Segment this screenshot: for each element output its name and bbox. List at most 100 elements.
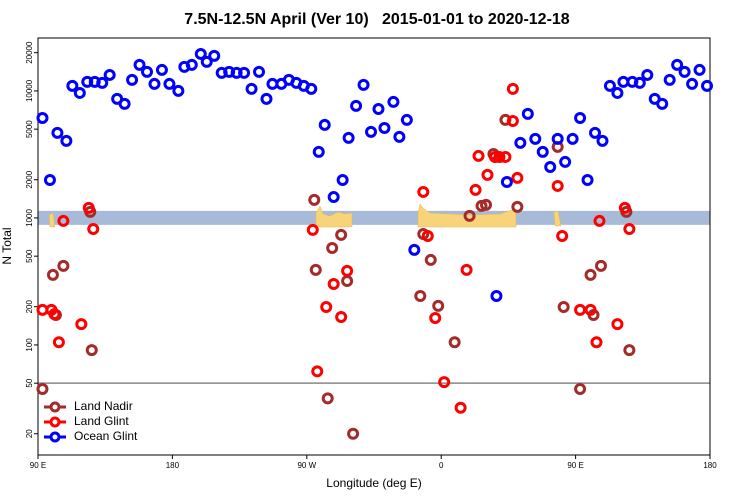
point (521, 107, 534, 120)
point (327, 277, 340, 290)
point (312, 145, 325, 158)
point (417, 185, 430, 198)
point (611, 86, 624, 99)
point (141, 65, 154, 78)
y-tick-label: 2000 (25, 170, 34, 188)
point (260, 92, 273, 105)
point (393, 130, 406, 143)
point (253, 65, 266, 78)
plot-frame (37, 37, 711, 456)
point (529, 132, 542, 145)
x-tick-label: 90 E (567, 461, 583, 470)
point (57, 214, 70, 227)
point (511, 171, 524, 184)
point (693, 63, 706, 76)
point (506, 82, 519, 95)
point (133, 58, 146, 71)
legend-marker (49, 401, 61, 413)
point (311, 365, 324, 378)
point (566, 132, 579, 145)
point (320, 300, 333, 313)
point (594, 259, 607, 272)
point (400, 113, 413, 126)
point (584, 268, 597, 281)
point (656, 97, 669, 110)
point (414, 289, 427, 302)
point (308, 193, 321, 206)
y-tick-label: 200 (25, 299, 34, 313)
point (429, 311, 442, 324)
point (514, 136, 527, 149)
point (536, 145, 549, 158)
point (318, 118, 331, 131)
point (103, 68, 116, 81)
point (60, 134, 73, 147)
point (584, 303, 597, 316)
point (463, 209, 476, 222)
point (335, 228, 348, 241)
point (309, 263, 322, 276)
point (43, 173, 56, 186)
point (603, 79, 616, 92)
point (75, 318, 88, 331)
point (57, 259, 70, 272)
point (581, 173, 594, 186)
point (701, 79, 714, 92)
point (82, 201, 95, 214)
legend-marker (49, 416, 61, 428)
y-tick-label: 500 (25, 249, 34, 263)
point (350, 99, 363, 112)
point (230, 66, 243, 79)
point (551, 132, 564, 145)
point (481, 168, 494, 181)
point (73, 86, 86, 99)
point (593, 214, 606, 227)
reference-lines (38, 210, 710, 384)
point (336, 173, 349, 186)
point (506, 114, 519, 127)
point (347, 427, 360, 440)
point (618, 201, 631, 214)
point (194, 47, 207, 60)
point (641, 68, 654, 81)
legend-label: Ocean Glint (74, 429, 138, 443)
point (126, 73, 139, 86)
point (590, 336, 603, 349)
point (493, 150, 506, 163)
y-tick-label: 20000 (25, 41, 34, 64)
point (335, 310, 348, 323)
point (596, 134, 609, 147)
y-tick-label: 1000 (25, 208, 34, 226)
point (372, 102, 385, 115)
point (490, 289, 503, 302)
point (238, 66, 251, 79)
point (341, 264, 354, 277)
point (633, 76, 646, 89)
point (454, 401, 467, 414)
point (172, 84, 185, 97)
legend-label: Land Nadir (74, 399, 133, 413)
point (365, 125, 378, 138)
point (52, 336, 65, 349)
legend-marker (49, 431, 61, 443)
point (155, 63, 168, 76)
point (424, 253, 437, 266)
point (551, 179, 564, 192)
point (208, 49, 221, 62)
point (48, 308, 61, 321)
point (245, 82, 258, 95)
point (499, 150, 512, 163)
point (96, 76, 109, 89)
point (342, 131, 355, 144)
point (460, 263, 473, 276)
point (357, 78, 370, 91)
point (559, 155, 572, 168)
point (556, 229, 569, 242)
point (421, 229, 434, 242)
point (438, 376, 451, 389)
point (81, 75, 94, 88)
x-tick-label: 90 W (297, 461, 316, 470)
point (623, 222, 636, 235)
point (66, 79, 79, 92)
